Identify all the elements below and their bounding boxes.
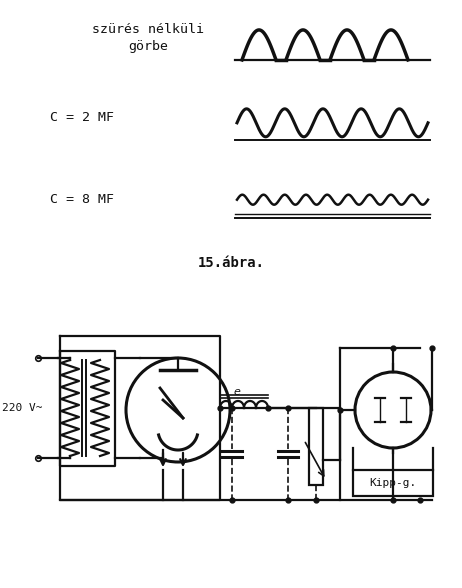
Text: 15.ábra.: 15.ábra. [197, 256, 265, 270]
Text: szürés nélküli
görbe: szürés nélküli görbe [92, 23, 204, 53]
Text: e: e [234, 387, 240, 397]
Text: C = 8 MF: C = 8 MF [50, 193, 114, 206]
Text: Kipp-g.: Kipp-g. [370, 478, 417, 488]
Text: C = 2 MF: C = 2 MF [50, 111, 114, 124]
Text: 220 V~: 220 V~ [2, 403, 43, 413]
Bar [353, 470, 433, 496]
Bar [309, 408, 323, 485]
